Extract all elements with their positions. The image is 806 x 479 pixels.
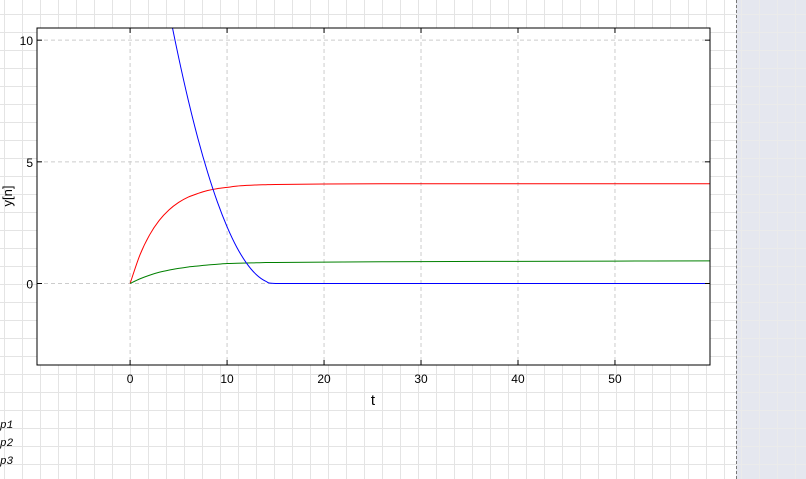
- plot-area: [37, 28, 710, 365]
- series-line-p3: [171, 28, 710, 284]
- x-tick-label: 30: [414, 372, 428, 386]
- x-tick-label: 10: [220, 372, 234, 386]
- legend-p1: p1: [0, 420, 14, 432]
- side-panel: [736, 0, 806, 479]
- y-axis-label: y[n]: [0, 186, 15, 207]
- x-tick-label: 0: [127, 372, 134, 386]
- x-axis-label: t: [371, 392, 376, 409]
- legend-p3: p3: [0, 456, 14, 468]
- legend-p2: p2: [0, 438, 14, 450]
- y-tick-label: 0: [26, 277, 33, 291]
- y-tick-label: 10: [20, 34, 34, 48]
- x-tick-label: 50: [608, 372, 622, 386]
- x-tick-label: 40: [511, 372, 525, 386]
- plot-frame: [36, 27, 711, 366]
- x-tick-label: 20: [317, 372, 331, 386]
- series-line-p1: [129, 183, 710, 284]
- series-line-p2: [129, 260, 710, 284]
- y-tick-label: 5: [26, 156, 33, 170]
